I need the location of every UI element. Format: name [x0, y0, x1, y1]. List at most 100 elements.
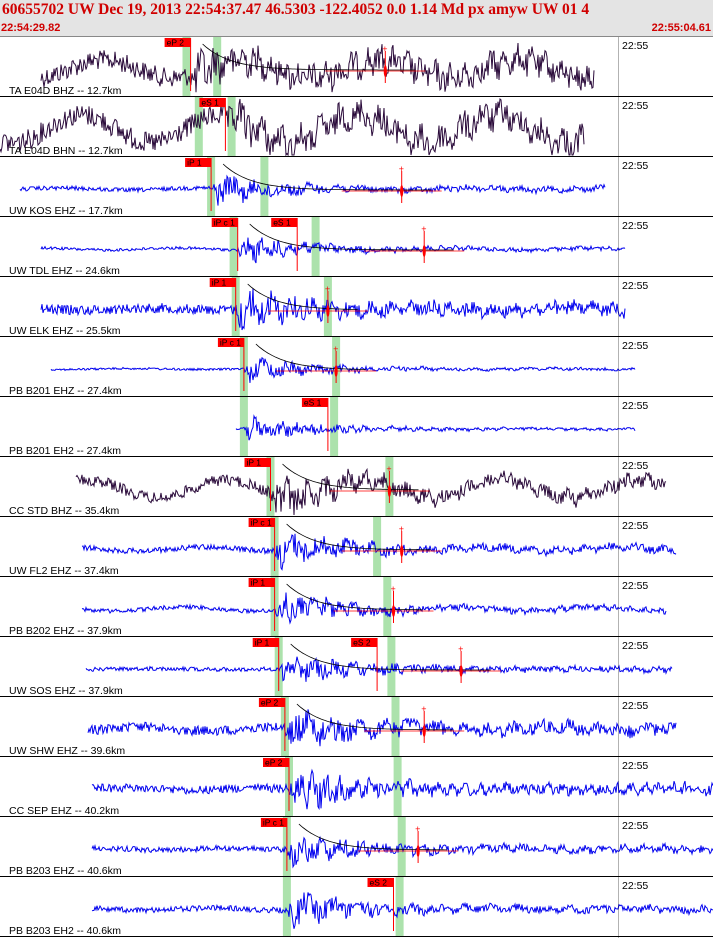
station-label: CC SEP EHZ -- 40.2km	[9, 805, 119, 817]
predicted-phase-band	[227, 97, 236, 157]
coda-end-plus: +	[325, 284, 330, 294]
pick-label: iP c 1	[220, 338, 241, 348]
coda-end-blob	[459, 665, 463, 677]
pick-label: eS 1	[201, 98, 219, 108]
coda-end-blob	[387, 485, 391, 497]
station-label: PB B203 EH2 -- 40.6km	[9, 925, 121, 937]
coda-curve	[222, 163, 432, 191]
coda-end-plus: +	[399, 164, 404, 174]
waveform	[87, 709, 677, 747]
coda-curve	[298, 823, 447, 851]
predicted-phase-band	[395, 877, 404, 937]
station-label: PB B201 EHZ -- 27.4km	[9, 385, 122, 397]
coda-end-blob	[422, 725, 426, 737]
coda-curve	[286, 523, 431, 551]
coda-end-plus: +	[415, 824, 420, 834]
minute-label: 22:55	[622, 460, 648, 472]
coda-curve	[249, 223, 454, 251]
predicted-phase-band	[229, 217, 238, 277]
minute-label: 22:55	[622, 400, 648, 412]
minute-label: 22:55	[622, 700, 648, 712]
trace-row: + iP 1 PB B202 EHZ -- 37.9km 22:55	[0, 577, 713, 637]
station-label: UW FL2 EHZ -- 37.4km	[9, 565, 119, 577]
coda-end-plus: +	[382, 44, 387, 54]
station-label: CC STD BHZ -- 35.4km	[9, 505, 120, 517]
coda-end-blob	[391, 605, 396, 617]
coda-end-plus: +	[333, 344, 338, 354]
trace-row: + iP 1 UW ELK EHZ -- 25.5km 22:55	[0, 277, 713, 337]
pick-label: iP c 1	[263, 818, 284, 828]
coda-curve	[255, 343, 366, 370]
predicted-phase-band	[182, 37, 191, 97]
pick-label: iP c 1	[214, 218, 235, 228]
pick-flag	[367, 878, 394, 887]
predicted-phase-band	[393, 757, 402, 817]
pick-label: eS 2	[370, 878, 388, 888]
pick-flag	[185, 158, 212, 167]
coda-end-plus: +	[386, 464, 391, 474]
station-label: UW ELK EHZ -- 25.5km	[9, 325, 121, 337]
pick-label: eS 1	[304, 398, 322, 408]
minute-label: 22:55	[622, 580, 648, 592]
pick-label: iP 1	[187, 158, 202, 168]
pick-flag	[351, 638, 378, 647]
coda-end-blob	[422, 245, 426, 257]
minute-label: 22:55	[622, 880, 648, 892]
trace-row: + iP c 1 PB B203 EHZ -- 40.6km 22:55	[0, 817, 713, 877]
record-header: 60655702 UW Dec 19, 2013 22:54:37.47 46.…	[0, 0, 713, 37]
trace-row: + iP 1 eS 2 UW SOS EHZ -- 37.9km 22:55	[0, 637, 713, 697]
pick-label: eP 2	[261, 698, 279, 708]
minute-label: 22:55	[622, 820, 648, 832]
station-label: PB B201 EH2 -- 27.4km	[9, 445, 121, 457]
station-label: TA E04D BHZ -- 12.7km	[9, 85, 122, 97]
waveform	[40, 288, 626, 331]
coda-end-blob	[400, 185, 404, 197]
station-label: UW SOS EHZ -- 37.9km	[9, 685, 123, 697]
predicted-phase-band	[311, 217, 320, 277]
window-end-time: 22:55:04.61	[651, 22, 711, 34]
pick-flag	[211, 218, 238, 227]
minute-label: 22:55	[622, 100, 648, 112]
pick-flag	[217, 338, 244, 347]
trace-row: + iP c 1 UW FL2 EHZ -- 37.4km 22:55	[0, 517, 713, 577]
waveform	[235, 414, 636, 441]
pick-label: iP 1	[247, 458, 262, 468]
predicted-phase-band	[373, 517, 382, 577]
waveform	[91, 768, 713, 811]
coda-end-blob	[400, 545, 404, 557]
coda-curve	[286, 583, 423, 611]
pick-flag	[252, 638, 279, 647]
minute-label: 22:55	[622, 640, 648, 652]
trace-row: + eP 2 UW SHW EHZ -- 39.6km 22:55	[0, 697, 713, 757]
coda-end-plus: +	[421, 224, 426, 234]
pick-flag	[244, 458, 271, 467]
window-start-time: 22:54:29.82	[1, 22, 61, 34]
pick-label: iP 1	[255, 638, 270, 648]
pick-label: eP 2	[265, 758, 283, 768]
station-label: UW TDL EHZ -- 24.6km	[9, 265, 120, 277]
coda-curve	[296, 703, 453, 731]
trace-row: + iP c 1 PB B201 EHZ -- 27.4km 22:55	[0, 337, 713, 397]
station-label: PB B202 EHZ -- 37.9km	[9, 625, 122, 637]
trace-row: eS 2 PB B203 EH2 -- 40.6km 22:55	[0, 877, 713, 937]
minute-label: 22:55	[622, 280, 648, 292]
coda-curve	[282, 463, 419, 491]
pick-label: eS 1	[273, 218, 291, 228]
station-label: PB B203 EHZ -- 40.6km	[9, 865, 122, 877]
minute-label: 22:55	[622, 760, 648, 772]
waveform	[50, 357, 636, 383]
trace-row: eS 1 TA E04D BHN -- 12.7km 22:55	[0, 97, 713, 157]
pick-label: iP c 1	[251, 518, 272, 528]
pick-label: eS 2	[353, 638, 371, 648]
predicted-phase-band	[383, 577, 392, 637]
coda-end-plus: +	[458, 644, 463, 654]
waveform	[0, 97, 585, 157]
station-label: UW KOS EHZ -- 17.7km	[9, 205, 123, 217]
predicted-phase-band	[260, 157, 269, 217]
coda-end-blob	[334, 365, 338, 377]
pick-flag	[258, 698, 285, 707]
pick-flag	[271, 218, 298, 227]
waveform	[19, 174, 606, 206]
minute-label: 22:55	[622, 220, 648, 232]
coda-end-plus: +	[421, 704, 426, 714]
